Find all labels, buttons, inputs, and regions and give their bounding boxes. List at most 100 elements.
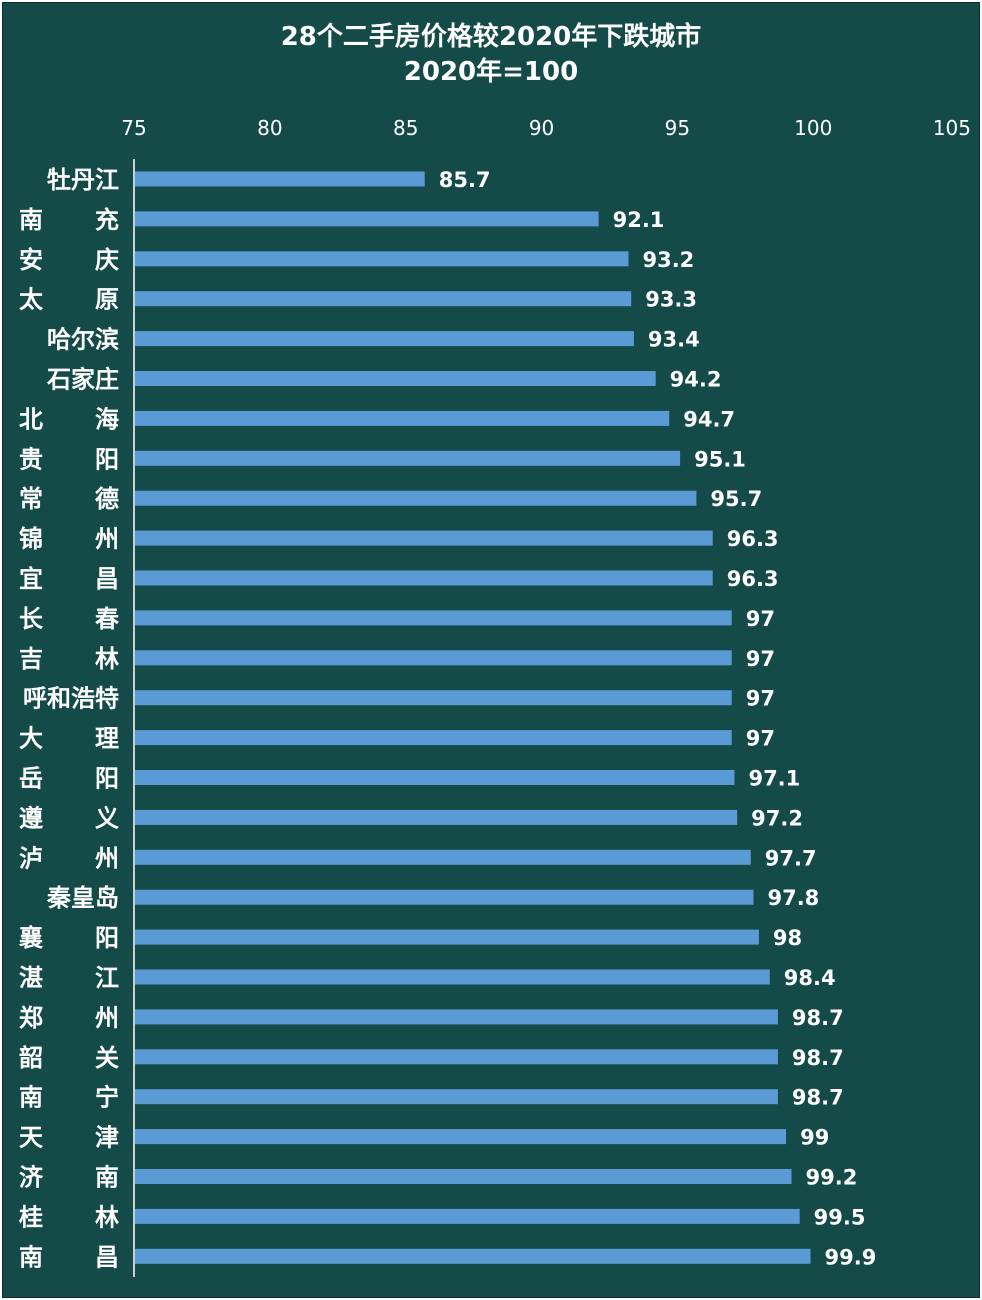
- x-tick-label: 105: [933, 116, 971, 140]
- category-label-last-char: 阳: [95, 924, 119, 952]
- value-label: 99.9: [825, 1245, 877, 1269]
- value-label: 94.2: [670, 368, 722, 392]
- x-tick-label: 100: [794, 116, 832, 140]
- x-tick-label: 85: [393, 116, 418, 140]
- value-label: 95.1: [694, 447, 746, 471]
- value-label: 99: [800, 1126, 829, 1150]
- category-label-first-char: 韶: [19, 1044, 43, 1072]
- category-label-first-char: 太: [19, 286, 44, 314]
- bar: [135, 809, 738, 825]
- category-label-last-char: 昌: [95, 1243, 119, 1271]
- bar: [135, 929, 759, 945]
- value-label: 97: [746, 607, 775, 631]
- value-label: 98.4: [784, 966, 836, 990]
- bar: [135, 410, 670, 426]
- category-label: 呼和浩特: [23, 685, 119, 713]
- x-tick-label: 95: [665, 116, 690, 140]
- category-label-last-char: 昌: [95, 565, 119, 593]
- bar: [135, 889, 754, 905]
- category-label: 牡丹江: [47, 166, 119, 194]
- category-label-last-char: 庆: [95, 246, 119, 274]
- category-label-last-char: 春: [95, 605, 119, 633]
- category-label-last-char: 州: [95, 844, 119, 872]
- category-label-first-char: 泸: [19, 844, 43, 872]
- category-label-last-char: 关: [95, 1044, 119, 1072]
- value-label: 97: [746, 647, 775, 671]
- x-axis-ticks: 75 80 85 90 95 100 105: [121, 116, 971, 140]
- value-label: 85.7: [439, 168, 491, 192]
- category-label-first-char: 南: [19, 1084, 43, 1112]
- value-label: 98.7: [792, 1006, 844, 1030]
- category-label-first-char: 贵: [19, 445, 43, 473]
- bar: [135, 251, 629, 267]
- value-label: 98: [773, 926, 802, 950]
- bar: [135, 730, 732, 746]
- value-label: 98.7: [792, 1086, 844, 1110]
- value-label: 98.7: [792, 1046, 844, 1070]
- bar: [135, 849, 751, 865]
- category-label-last-char: 州: [95, 525, 119, 553]
- x-tick-label: 75: [121, 116, 146, 140]
- bar: [135, 770, 735, 785]
- category-label-first-char: 桂: [19, 1203, 43, 1231]
- bar: [135, 1049, 778, 1065]
- category-label: 秦皇岛: [46, 884, 119, 912]
- value-label: 96.3: [727, 527, 779, 551]
- category-label-first-char: 北: [19, 405, 43, 433]
- category-label-first-char: 南: [19, 1243, 43, 1271]
- value-label: 97.7: [765, 846, 817, 870]
- category-label-first-char: 大: [19, 725, 43, 753]
- bar: [135, 1248, 811, 1264]
- category-label-last-char: 海: [95, 405, 119, 433]
- category-label-last-char: 林: [95, 1203, 119, 1231]
- chart-subtitle: 2020年=100: [404, 56, 578, 87]
- x-tick-label: 90: [529, 116, 554, 140]
- category-label-first-char: 宜: [19, 565, 43, 593]
- category-label-last-char: 林: [95, 645, 119, 673]
- category-label-first-char: 湛: [19, 964, 43, 992]
- value-label: 99.2: [806, 1166, 858, 1190]
- category-label-last-char: 宁: [95, 1084, 119, 1112]
- category-label-last-char: 义: [95, 804, 119, 832]
- category-label-first-char: 岳: [19, 765, 43, 793]
- bar: [135, 1169, 792, 1184]
- bar: [135, 1208, 800, 1224]
- bars: [135, 171, 811, 1264]
- category-label: 石家庄: [46, 366, 119, 394]
- value-labels: 85.7 92.1 93.2 93.3 93.4 94.2 94.7 95.1 95.7 96.3…: [439, 168, 877, 1269]
- x-tick-label: 80: [257, 116, 282, 140]
- category-label-first-char: 锦: [19, 525, 43, 553]
- category-label-first-char: 南: [19, 206, 43, 234]
- bar: [135, 610, 732, 626]
- value-label: 97.1: [748, 767, 800, 791]
- value-label: 96.3: [727, 567, 779, 591]
- bar: [135, 291, 632, 307]
- value-label: 99.5: [814, 1205, 866, 1229]
- bar: [135, 450, 681, 466]
- bar: [135, 530, 713, 546]
- category-label-last-char: 德: [95, 485, 119, 513]
- chart-title: 28个二手房价格较2020年下跌城市: [281, 21, 702, 52]
- category-label-first-char: 吉: [19, 645, 43, 673]
- category-label-last-char: 原: [95, 286, 119, 314]
- bar: [135, 371, 656, 386]
- category-label: 哈尔滨: [47, 326, 119, 354]
- value-label: 97: [746, 687, 775, 711]
- bar: [135, 570, 713, 586]
- value-label: 95.7: [710, 487, 762, 511]
- value-label: 93.2: [642, 248, 694, 272]
- bar: [135, 490, 697, 506]
- bar-chart: 28个二手房价格较2020年下跌城市 2020年=100 75 80 85 90 95 1…: [18, 21, 971, 1277]
- bar: [135, 1129, 787, 1145]
- category-label-first-char: 安: [19, 246, 43, 274]
- category-label-last-char: 阳: [95, 445, 119, 473]
- category-label-first-char: 遵: [19, 804, 43, 832]
- category-label-first-char: 郑: [19, 1004, 43, 1032]
- bar: [135, 331, 634, 347]
- category-label-last-char: 充: [95, 206, 119, 234]
- category-label-last-char: 江: [95, 964, 119, 992]
- bar: [135, 211, 599, 227]
- bar: [135, 1009, 778, 1025]
